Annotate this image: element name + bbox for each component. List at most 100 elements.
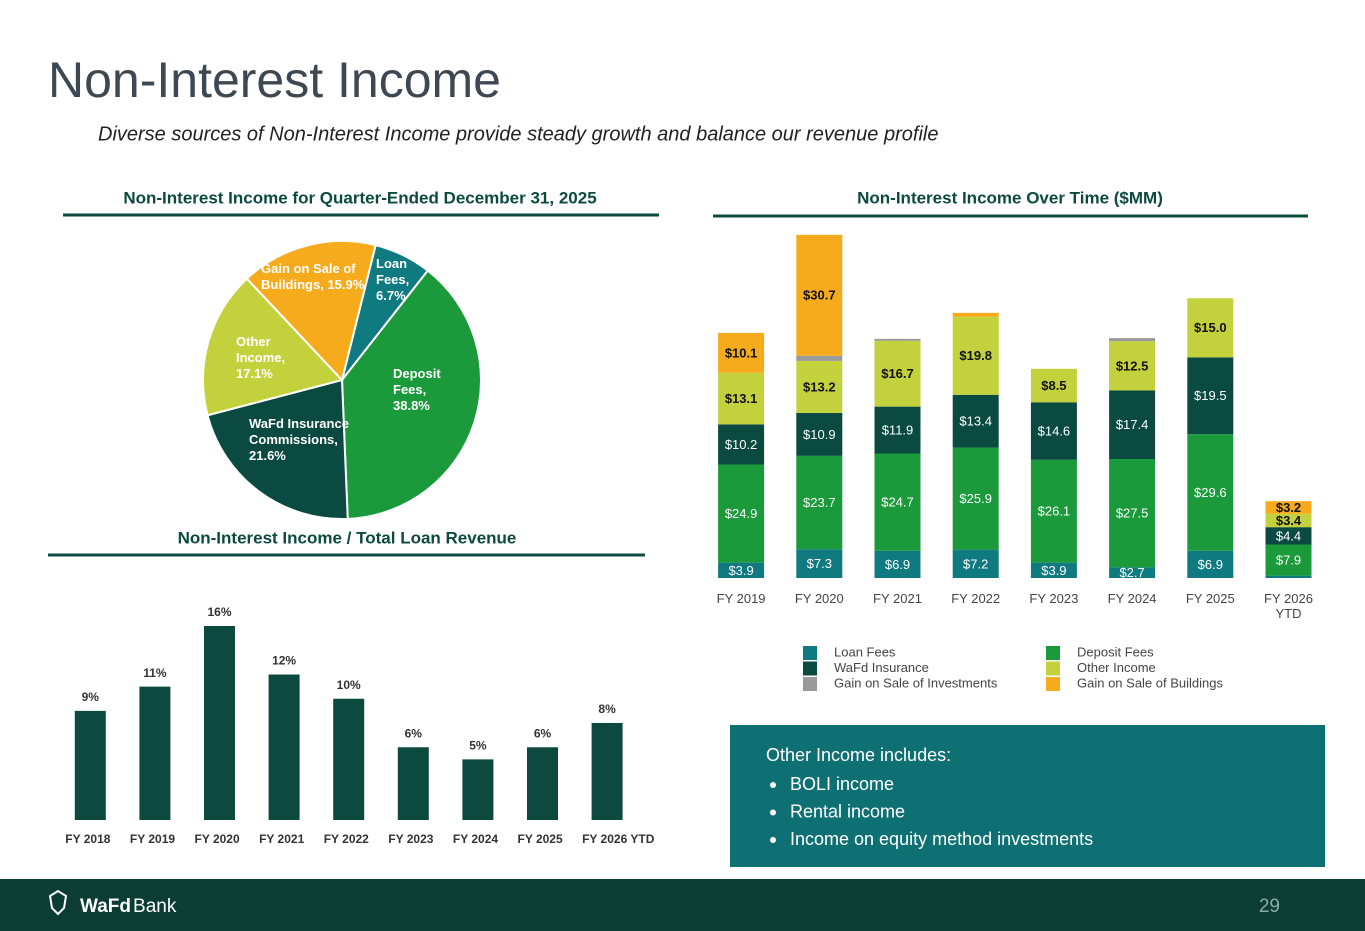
value-label: 6% <box>405 726 423 740</box>
value-label: 5% <box>469 739 487 753</box>
value-label: $10.2 <box>725 437 758 452</box>
bar-segment <box>796 355 843 361</box>
pie-slice <box>245 240 377 383</box>
value-label: $6.9 <box>885 557 910 572</box>
logo-icon <box>48 889 68 916</box>
bar-segment <box>1265 527 1312 545</box>
legend-label: Deposit Fees <box>1077 644 1154 659</box>
value-label: $10.9 <box>803 427 836 442</box>
legend-swatch <box>803 677 817 691</box>
bar-segment <box>952 312 999 317</box>
value-label: $7.2 <box>963 556 988 571</box>
bar-segment <box>796 549 843 578</box>
bar-segment <box>874 550 921 578</box>
callout-item: Income on equity method investments <box>790 829 1093 849</box>
x-tick-label: FY 2022 <box>324 832 369 846</box>
callout-heading: Other Income includes: <box>766 745 951 765</box>
value-label: $26.1 <box>1038 504 1071 519</box>
x-tick-label: FY 2024 <box>1107 591 1157 606</box>
section-title: Non-Interest Income / Total Loan Revenue <box>178 528 517 547</box>
title: Non-Interest Income <box>48 52 501 108</box>
bar <box>268 674 300 820</box>
callout-item: Rental income <box>790 801 905 821</box>
bar <box>527 747 558 820</box>
x-tick-label: FY 2026 YTD <box>1264 591 1313 621</box>
value-label: $11.9 <box>882 422 914 437</box>
bar-segment <box>952 447 999 550</box>
legend-swatch <box>803 646 817 660</box>
bar-segment <box>952 316 999 395</box>
bar-segment <box>1109 459 1156 568</box>
bar-segment <box>1030 368 1077 403</box>
value-label: $24.9 <box>725 506 758 521</box>
bar-segment <box>1030 459 1077 563</box>
x-tick-label: FY 2018 <box>65 832 110 846</box>
value-label: $14.6 <box>1038 423 1071 438</box>
bar-segment <box>1187 357 1234 435</box>
bar-segment <box>1265 513 1312 528</box>
x-tick-label: FY 2021 <box>873 591 922 606</box>
x-tick-label: FY 2025 <box>518 832 563 846</box>
legend-label: WaFd Insurance <box>834 660 929 675</box>
bar-segment <box>718 372 765 425</box>
value-label: $30.7 <box>803 288 836 303</box>
pie-slice <box>202 277 344 417</box>
pie-label: WaFd Insurance Commissions, 21.6% <box>249 416 349 463</box>
bar-segment <box>718 332 765 373</box>
callout-box <box>730 725 1325 867</box>
value-label: $10.1 <box>725 345 758 360</box>
value-label: $7.9 <box>1276 553 1301 568</box>
logo-brand: WaFd <box>80 896 131 917</box>
x-tick-label: FY 2020 <box>195 832 240 846</box>
section-title: Non-Interest Income Over Time ($MM) <box>857 188 1163 207</box>
legend-label: Loan Fees <box>834 644 896 659</box>
bar-segment <box>1187 434 1234 551</box>
value-label: $3.2 <box>1276 500 1301 515</box>
bar-segment <box>874 453 921 551</box>
value-label: 8% <box>598 702 616 716</box>
x-tick-label: FY 2022 <box>951 591 1001 606</box>
logo-suffix: Bank <box>133 896 177 917</box>
value-label: $15.0 <box>1194 320 1227 335</box>
bar <box>74 710 106 820</box>
value-label: $8.5 <box>1041 378 1066 393</box>
pie-slice <box>340 269 482 520</box>
x-tick-label: FY 2019 <box>716 591 766 606</box>
value-label: $7.3 <box>807 556 832 571</box>
value-label: $3.9 <box>728 563 753 578</box>
legend-label: Other Income <box>1077 660 1156 675</box>
value-label: $16.7 <box>881 366 914 381</box>
value-label: $13.4 <box>959 414 992 429</box>
bar-segment <box>874 338 921 341</box>
bar-segment <box>1109 338 1156 342</box>
footer-bar <box>0 879 1365 931</box>
bar <box>591 723 623 820</box>
value-label: $23.7 <box>803 495 836 510</box>
page-number: 29 <box>1259 896 1280 917</box>
legend-swatch <box>1046 646 1060 660</box>
value-label: $19.5 <box>1194 388 1227 403</box>
legend-label: Gain on Sale of Buildings <box>1077 675 1223 690</box>
bar <box>462 759 494 820</box>
pie-label: Gain on Sale of Buildings, 15.9% <box>261 261 365 292</box>
bar-segment <box>1265 501 1312 514</box>
bar-segment <box>1030 562 1077 578</box>
bar-segment <box>1265 544 1312 576</box>
legend-label: Gain on Sale of Investments <box>834 675 998 690</box>
pie-label: Other Income, 17.1% <box>236 334 286 381</box>
bar-segment <box>796 455 843 550</box>
value-label: $3.9 <box>1041 563 1066 578</box>
x-tick-label: FY 2019 <box>130 832 175 846</box>
bar-segment <box>718 464 765 563</box>
bullet <box>770 782 776 788</box>
bar <box>139 686 171 820</box>
bar <box>204 626 235 820</box>
value-label: $29.6 <box>1194 485 1227 500</box>
value-label: 16% <box>207 605 231 619</box>
callout-item: BOLI income <box>790 774 894 794</box>
value-label: $4.4 <box>1276 528 1301 543</box>
value-label: $27.5 <box>1116 506 1149 521</box>
logo: WaFd Bank <box>80 896 177 917</box>
value-label: $19.8 <box>959 348 992 363</box>
